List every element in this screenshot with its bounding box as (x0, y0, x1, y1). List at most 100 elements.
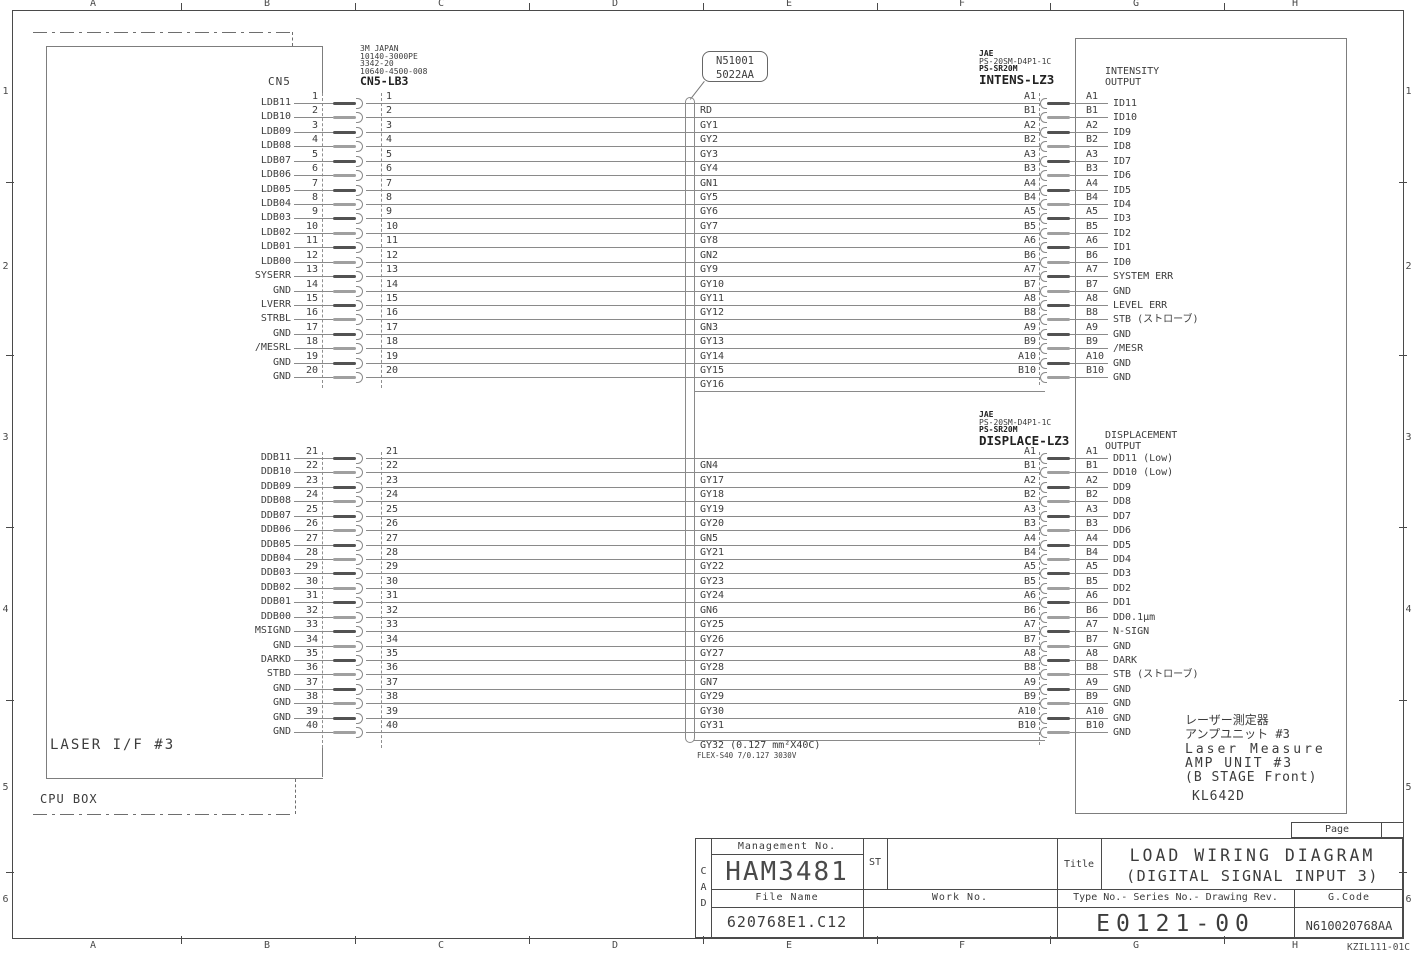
connector-pin (1047, 260, 1070, 264)
wire-line (294, 189, 333, 191)
grid-tick (355, 3, 356, 11)
cpu-box-boundary-line (295, 779, 296, 814)
connector-socket-icon (1040, 467, 1047, 479)
wire-line (1070, 203, 1108, 205)
output-signal-label: GND (1113, 712, 1132, 724)
wire-color-label: GY8 (700, 235, 719, 247)
connector-socket-icon (1040, 712, 1047, 724)
grid-tick (1399, 182, 1407, 183)
wire-color-label: GY9 (700, 264, 719, 275)
connector-socket-icon (356, 698, 363, 710)
wire-line (366, 362, 1040, 364)
intens-maker-label: JAE (979, 49, 994, 58)
connector-boundary-dashed (322, 93, 323, 388)
grid-column-label: H (1291, 940, 1299, 951)
connector-pin (333, 543, 356, 547)
pin-number: 15 (305, 292, 318, 304)
wire-color-label: GN6 (700, 604, 719, 616)
connector-pin (333, 116, 356, 120)
gcode-value: N610020768AA (1305, 919, 1393, 933)
grid-row-label: 4 (1405, 604, 1412, 615)
grid-column-label: D (611, 940, 619, 951)
connector-socket-icon (1040, 481, 1047, 493)
wire-line (294, 688, 333, 690)
pin-ab-label: B2 (1023, 134, 1036, 146)
pin-ab-label: A9 (1086, 321, 1099, 333)
connector-socket-icon (356, 683, 363, 695)
signal-label: DDB00 (260, 610, 291, 622)
pin-number: 21 (305, 446, 318, 457)
wire-line (366, 674, 1040, 676)
grid-tick (355, 936, 356, 944)
connector-socket-icon (356, 184, 363, 196)
wire-line (366, 659, 1040, 661)
wire-line (366, 458, 1040, 459)
wire-line (294, 319, 333, 321)
connector-pin (333, 202, 356, 206)
pin-number: 12 (305, 249, 318, 261)
connector-pin (333, 332, 356, 336)
pin-ab-label: B5 (1086, 220, 1099, 232)
pin-number: 35 (386, 647, 399, 659)
wire-color-label: GY17 (700, 474, 725, 486)
pin-number: 33 (386, 619, 399, 630)
connector-pin (333, 471, 356, 475)
pin-number: 26 (386, 518, 399, 530)
wire-line (366, 218, 1040, 220)
wire-line (366, 290, 1040, 292)
wire-line (294, 602, 333, 604)
output-signal-label: DD11 (Low) (1113, 453, 1174, 464)
pin-ab-label: B10 (1086, 365, 1105, 376)
pin-ab-label: A4 (1023, 177, 1036, 189)
wire-line (294, 146, 333, 148)
connector-pin (1047, 586, 1070, 590)
connector-socket-icon (356, 198, 363, 210)
type-series-rev-label: Type No.- Series No.- Drawing Rev. (1073, 892, 1278, 903)
pin-ab-label: A8 (1086, 647, 1099, 659)
pin-ab-label: A4 (1086, 532, 1099, 544)
output-signal-label: ID9 (1113, 126, 1132, 138)
output-signal-label: DD3 (1113, 568, 1132, 580)
gcode-label: G.Code (1327, 892, 1371, 903)
pin-ab-label: B4 (1023, 191, 1036, 203)
connector-socket-icon (1040, 640, 1047, 652)
pin-number: 30 (386, 575, 399, 587)
pin-number: 34 (305, 633, 318, 645)
pin-number: 5 (386, 148, 393, 160)
connector-socket-icon (1040, 683, 1047, 695)
grid-row-label: 1 (2, 86, 9, 97)
wire-color-label: GY12 (700, 307, 725, 319)
pin-ab-label: A3 (1023, 503, 1036, 515)
wire-line (366, 175, 1040, 177)
connector-pin (1047, 102, 1070, 105)
connector-pin (1047, 332, 1070, 336)
pin-number: 13 (305, 264, 318, 275)
output-signal-label: ID10 (1113, 112, 1138, 124)
pin-ab-label: A4 (1023, 532, 1036, 544)
wire-line (366, 131, 1040, 133)
wire-line (366, 319, 1040, 321)
pin-ab-label: B10 (1017, 720, 1036, 731)
connector-pin (1047, 615, 1070, 619)
pin-number: 25 (386, 503, 399, 515)
pin-ab-label: B6 (1086, 604, 1099, 616)
wire-line (294, 515, 333, 517)
signal-label: STRBL (260, 313, 291, 325)
pin-number: 15 (386, 292, 399, 304)
signal-label: LDB10 (260, 111, 291, 123)
pin-number: 17 (305, 321, 318, 333)
grid-tick (1399, 872, 1407, 873)
connector-pin (1047, 673, 1070, 677)
wire-line (366, 146, 1040, 148)
wire-line (1070, 674, 1108, 676)
pin-number: 9 (311, 206, 318, 218)
pin-number: 39 (386, 705, 399, 717)
connector-pin (1047, 347, 1070, 351)
grid-tick (529, 3, 530, 11)
signal-label: GND (272, 639, 291, 651)
wire-line (1070, 631, 1108, 632)
connector-pin (333, 514, 356, 518)
signal-label: LDB07 (260, 154, 291, 166)
wire-line (294, 247, 333, 249)
connector-socket-icon (1040, 98, 1047, 109)
